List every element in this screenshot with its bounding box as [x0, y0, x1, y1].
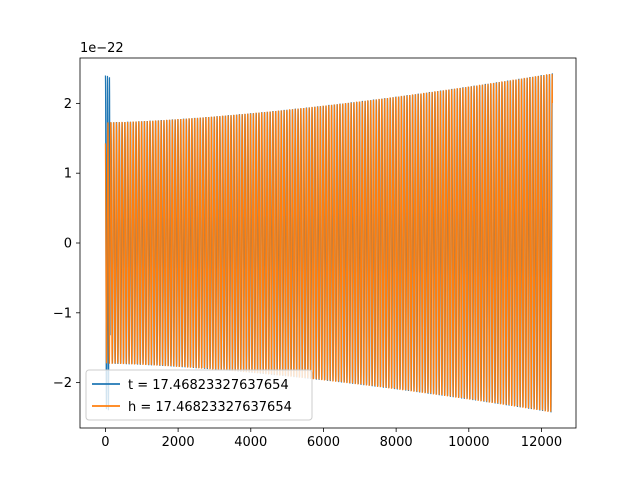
x-tick-label: 6000 [307, 435, 340, 450]
legend: t = 17.46823327637654 h = 17.46823327637… [85, 369, 313, 421]
y-tick-label: 2 [64, 97, 72, 112]
x-tick-label: 2000 [162, 435, 195, 450]
x-axis: 0 2000 4000 6000 8000 10000 12000 [101, 428, 562, 450]
x-tick-label: 0 [101, 435, 109, 450]
y-scale-label: 1e−22 [80, 41, 124, 56]
x-tick-label: 12000 [521, 435, 562, 450]
legend-box [85, 369, 313, 421]
legend-label-h: h = 17.46823327637654 [128, 400, 292, 415]
series-layer [104, 73, 553, 413]
legend-label-t: t = 17.46823327637654 [128, 378, 289, 393]
x-tick-label: 8000 [380, 435, 413, 450]
y-axis: −2 −1 0 1 2 [53, 97, 80, 391]
y-tick-label: 1 [64, 167, 72, 182]
x-tick-label: 4000 [234, 435, 267, 450]
series-line-h [104, 73, 553, 412]
x-tick-label: 10000 [448, 435, 489, 450]
y-tick-label: −1 [53, 306, 72, 321]
y-tick-label: −2 [53, 376, 72, 391]
y-tick-label: 0 [64, 237, 72, 252]
